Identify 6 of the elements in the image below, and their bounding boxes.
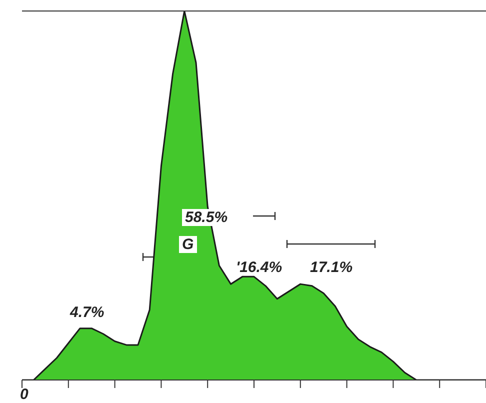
annotation: G [179, 236, 197, 253]
annotation: 4.7% [70, 304, 104, 321]
annotation: 17.1% [310, 259, 353, 276]
annotation: '16.4% [236, 259, 282, 276]
text: 0 [20, 386, 28, 403]
annotation: 58.5% [182, 209, 231, 226]
